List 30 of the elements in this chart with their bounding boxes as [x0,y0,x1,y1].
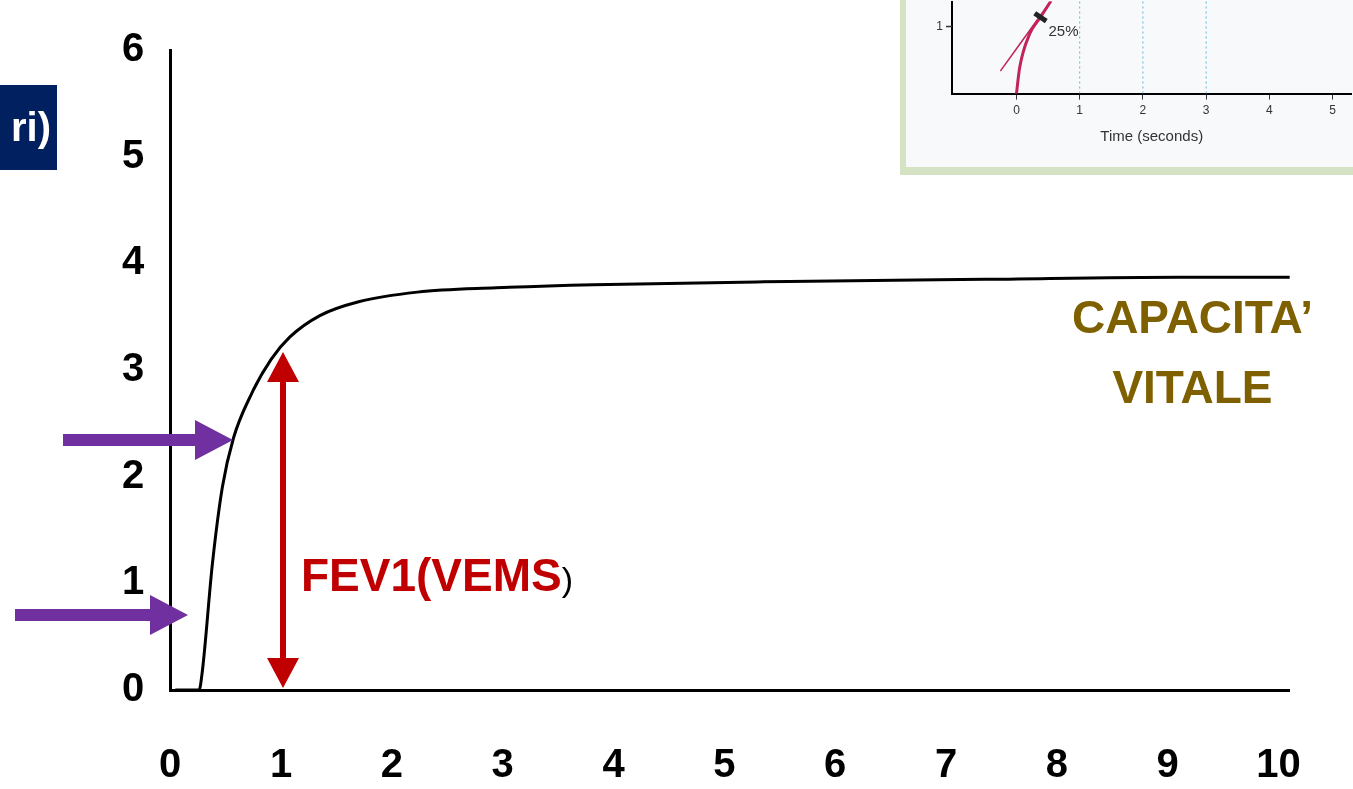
y-tick-label: 0 [122,665,145,710]
x-tick-label: 5 [713,741,736,786]
x-tick-label: 3 [491,741,514,786]
y-tick-label: 1 [122,558,145,603]
y-tick-label: 4 [122,238,145,283]
x-axis-title: Time (seconds) [1100,127,1204,145]
x-tick-label: 10 [1256,741,1301,786]
x-tick-label: 1 [1076,103,1084,118]
x-tick-label: 3 [1202,103,1210,118]
annotation: CAPACITA’ VITALE [1071,290,1313,415]
y-tick-label: 3 [122,345,145,390]
x-tick-label: 4 [602,741,626,786]
x-tick-label: 7 [934,741,958,786]
x-tick-label: 2 [1139,103,1147,118]
annotation: 25% [1048,22,1079,40]
y-tick-label: 5 [122,131,145,176]
y-tick-label: 6 [122,25,145,70]
x-tick-label: 1 [269,741,293,786]
text: ri) [0,85,57,170]
x-tick-label: 8 [1045,741,1069,786]
y-tick-label: 2 [122,451,145,496]
x-tick-label: 2 [380,741,404,786]
x-tick-label: 9 [1156,741,1179,786]
x-tick-label: 4 [1265,103,1273,118]
annotation: FEV1(VEMS) [301,549,574,601]
text: 1 [936,18,944,33]
x-tick-label: 0 [159,741,182,786]
x-tick-label: 6 [824,741,847,786]
x-tick-label: 5 [1329,103,1337,118]
x-tick-label: 0 [1013,103,1021,118]
